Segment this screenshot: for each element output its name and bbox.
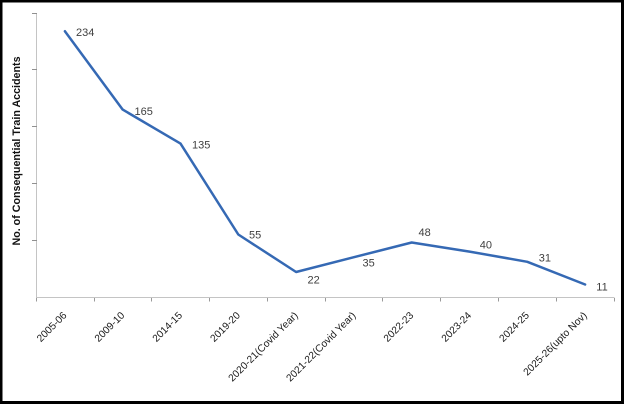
svg-text:165: 165 (135, 106, 153, 118)
svg-text:2023-24: 2023-24 (440, 310, 474, 344)
svg-text:31: 31 (539, 253, 551, 265)
svg-text:48: 48 (419, 227, 431, 239)
svg-text:40: 40 (480, 239, 492, 251)
svg-text:No. of Consequential Train Acc: No. of Consequential Train Accidents (11, 56, 23, 245)
svg-text:22: 22 (308, 274, 320, 286)
svg-text:55: 55 (249, 229, 261, 241)
svg-text:35: 35 (363, 258, 375, 270)
svg-text:2024-25: 2024-25 (498, 310, 532, 344)
svg-text:135: 135 (192, 140, 210, 152)
svg-text:11: 11 (596, 281, 607, 293)
svg-text:2014-15: 2014-15 (151, 310, 185, 344)
svg-text:2025-26(upto Nov): 2025-26(upto Nov) (522, 310, 590, 378)
svg-text:2019-20: 2019-20 (209, 310, 243, 344)
svg-text:2022-23: 2022-23 (382, 310, 416, 344)
svg-text:2009-10: 2009-10 (93, 310, 127, 344)
svg-text:2005-06: 2005-06 (35, 310, 69, 344)
svg-text:234: 234 (76, 27, 94, 39)
